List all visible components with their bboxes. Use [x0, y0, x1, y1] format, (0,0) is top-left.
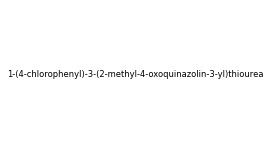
Text: 1-(4-chlorophenyl)-3-(2-methyl-4-oxoquinazolin-3-yl)thiourea: 1-(4-chlorophenyl)-3-(2-methyl-4-oxoquin… — [7, 70, 264, 78]
